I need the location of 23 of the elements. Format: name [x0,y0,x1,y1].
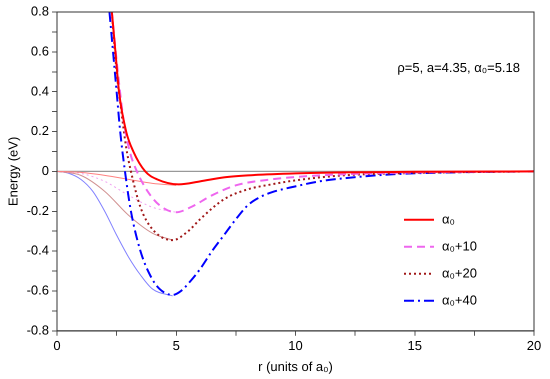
legend-label: α₀+10 [442,238,477,254]
x-tick-label: 15 [408,338,422,354]
x-tick-label: 5 [172,338,180,354]
y-tick-label: 0.2 [30,123,49,138]
legend-label: α₀+40 [442,292,477,308]
legend-label: α₀+20 [442,265,477,280]
legend-label: α₀ [442,211,455,226]
y-tick-label: 0.6 [30,43,49,58]
y-tick-label: -0.4 [26,242,49,258]
y-tick-label: -0.6 [26,282,49,298]
y-tick-label: 0 [42,162,49,178]
x-axis-title: r (units of a₀) [258,358,333,374]
line-series [57,170,174,241]
y-tick-label: -0.8 [26,322,49,338]
y-tick-label: 0.8 [30,4,49,19]
y-axis-title: Energy (eV) [5,136,20,206]
y-tick-label: 0.4 [30,83,49,98]
annotation: ρ=5, a=4.35, α₀=5.18 [397,60,520,76]
line-series [57,170,177,186]
x-tick-label: 0 [53,338,61,354]
x-tick-label: 10 [288,338,303,354]
y-tick-label: -0.2 [26,202,49,218]
x-tick-label: 20 [526,338,542,354]
